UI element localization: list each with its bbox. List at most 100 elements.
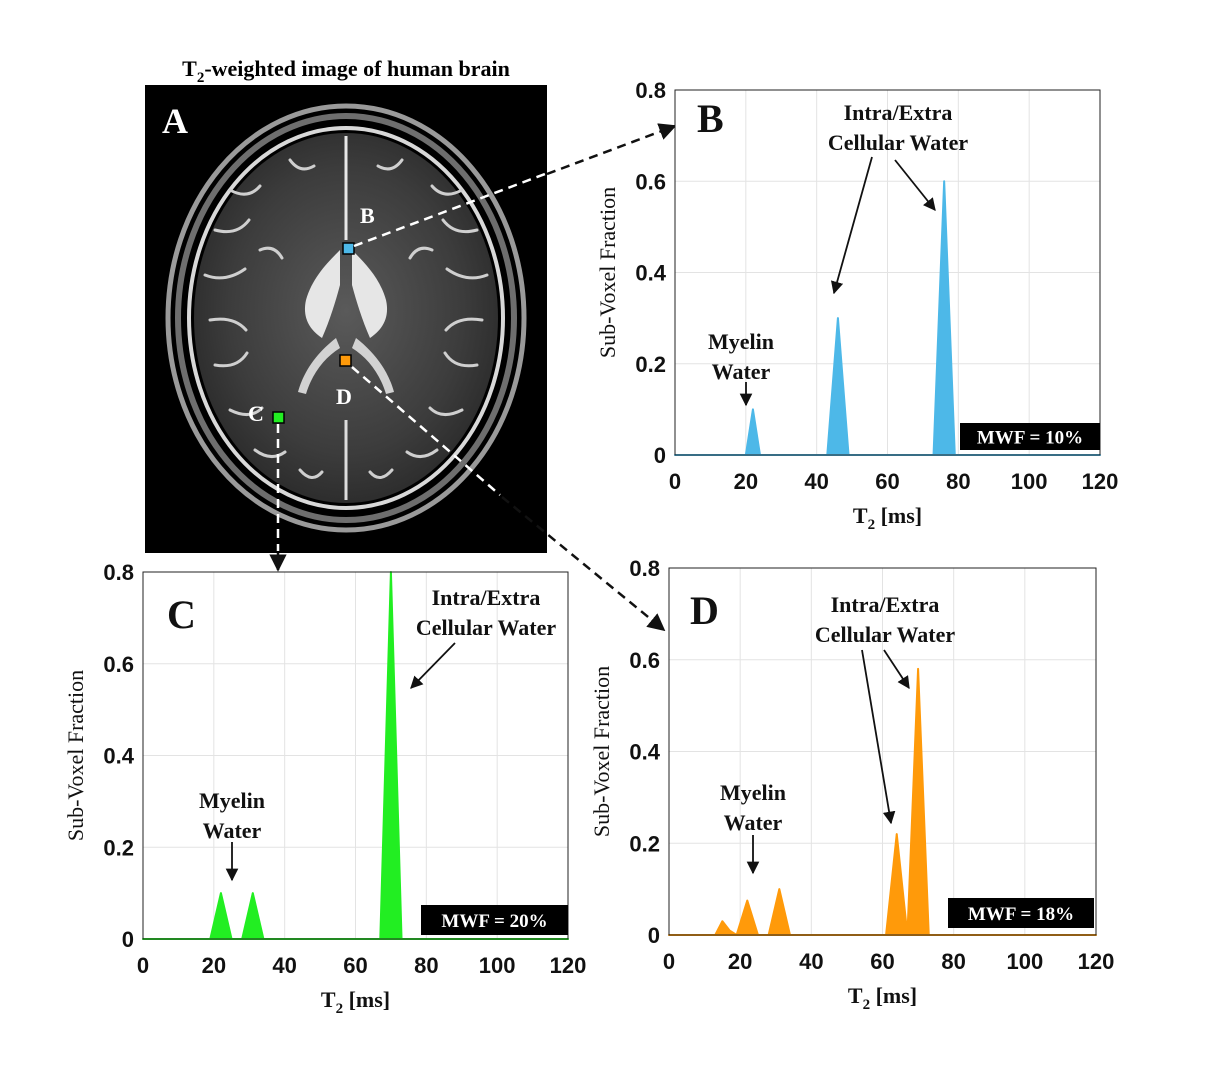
y-tick-label: 0 xyxy=(654,443,666,468)
panel-a: T2-weighted image of human brain xyxy=(145,56,547,553)
data-point xyxy=(917,668,919,670)
x-axis-label-unit: [ms] xyxy=(343,987,390,1012)
x-tick-label: 80 xyxy=(414,953,438,978)
x-tick-label: 120 xyxy=(550,953,587,978)
x-tick-label: 0 xyxy=(137,953,149,978)
x-axis-label: T2 [ms] xyxy=(853,503,922,533)
data-point xyxy=(220,892,222,894)
brain-tissue xyxy=(194,133,498,503)
myelin-water-annotation: Myelin xyxy=(720,780,786,805)
roi-c-label: C xyxy=(248,401,264,426)
skull-ring xyxy=(175,113,517,523)
x-tick-label: 20 xyxy=(202,953,226,978)
x-tick-label: 40 xyxy=(804,469,828,494)
data-point xyxy=(778,888,781,890)
y-tick-label: 0 xyxy=(122,927,134,952)
data-point xyxy=(837,317,839,319)
intra-extra-arrow xyxy=(830,156,873,295)
x-tick-label: 0 xyxy=(663,949,675,974)
x-tick-label: 60 xyxy=(875,469,899,494)
y-tick-label: 0.6 xyxy=(103,652,134,677)
myelin-water-annotation: Water xyxy=(712,359,771,384)
y-tick-label: 0.2 xyxy=(635,352,666,377)
right-ventricle-horn xyxy=(352,338,394,394)
chart-panel-b: 0 20 40 60 80 100 120 0 0.2 0.4 0.6 0.8 T2 [ms] Sub-V… xyxy=(595,78,1118,533)
x-tick-label: 20 xyxy=(734,469,758,494)
left-lateral-ventricle xyxy=(304,250,340,338)
chart-panel-d: 0 20 40 60 80 100 120 0 0.2 0.4 0.6 0.8 T2 [ms] Sub-V… xyxy=(589,556,1114,1013)
x-axis-label-main: T xyxy=(848,983,863,1008)
y-tick-label: 0.8 xyxy=(629,556,660,581)
connector-b-white xyxy=(353,172,546,248)
intra-extra-annotation: Cellular Water xyxy=(815,622,956,647)
y-tick-label: 0.2 xyxy=(103,835,134,860)
data-point xyxy=(721,920,724,923)
connector-d-white xyxy=(351,366,501,496)
x-axis-label-unit: [ms] xyxy=(870,983,917,1008)
x-axis-label-subscript: 2 xyxy=(336,1001,344,1017)
x-tick-label: 60 xyxy=(343,953,367,978)
connector-b-black xyxy=(546,123,677,176)
connectors xyxy=(269,123,677,632)
mwf-label: MWF = 20% xyxy=(441,911,547,932)
data-point xyxy=(746,899,749,902)
intra-extra-annotation: Cellular Water xyxy=(828,130,969,155)
panel-letter: B xyxy=(697,96,724,141)
intra-extra-arrow xyxy=(410,642,456,689)
intra-extra-annotation: Intra/Extra xyxy=(844,100,953,125)
x-tick-label: 100 xyxy=(1011,469,1048,494)
intra-extra-arrow xyxy=(883,649,910,690)
panel-letter: D xyxy=(690,588,719,633)
x-axis-label: T2 [ms] xyxy=(321,987,390,1017)
x-tick-label: 60 xyxy=(870,949,894,974)
x-axis-label-subscript: 2 xyxy=(868,517,876,533)
x-axis-label-main: T xyxy=(321,987,336,1012)
y-tick-label: 0.6 xyxy=(635,169,666,194)
csf-ring xyxy=(187,126,505,510)
myelin-water-annotation: Water xyxy=(724,810,783,835)
axes-box xyxy=(668,567,1097,936)
y-axis-label: Sub-Voxel Fraction xyxy=(595,187,620,358)
y-tick-label: 0.4 xyxy=(629,740,660,765)
intra-extra-annotation: Intra/Extra xyxy=(432,585,541,610)
myelin-water-annotation: Myelin xyxy=(708,329,774,354)
data-point xyxy=(728,929,731,932)
x-tick-label: 0 xyxy=(669,469,681,494)
right-lateral-ventricle xyxy=(352,250,388,338)
y-axis-label: Sub-Voxel Fraction xyxy=(589,666,614,837)
connector-d-black xyxy=(501,496,666,632)
x-axis-label-unit: [ms] xyxy=(875,503,922,528)
x-tick-label: 20 xyxy=(728,949,752,974)
panel-letter: C xyxy=(167,592,196,637)
scalp-ring xyxy=(165,103,527,533)
intra-extra-annotation: Cellular Water xyxy=(416,615,557,640)
panel-a-letter: A xyxy=(162,101,188,141)
y-tick-label: 0.4 xyxy=(635,261,666,286)
intra-extra-annotation: Intra/Extra xyxy=(831,592,940,617)
y-axis-label: Sub-Voxel Fraction xyxy=(63,670,88,841)
sulci xyxy=(203,158,489,479)
x-tick-label: 40 xyxy=(272,953,296,978)
left-ventricle-horn xyxy=(298,338,340,394)
myelin-water-annotation: Water xyxy=(203,818,262,843)
y-tick-label: 0.8 xyxy=(103,560,134,585)
x-tick-label: 80 xyxy=(946,469,970,494)
roi-c-marker xyxy=(272,411,285,424)
x-axis-label-main: T xyxy=(853,503,868,528)
y-tick-label: 0.6 xyxy=(629,648,660,673)
x-tick-label: 80 xyxy=(941,949,965,974)
data-point xyxy=(943,180,945,183)
x-tick-label: 100 xyxy=(479,953,516,978)
mwf-label: MWF = 10% xyxy=(977,428,1083,449)
y-tick-label: 0.4 xyxy=(103,744,134,769)
intra-extra-arrow xyxy=(861,649,896,825)
roi-d-label: D xyxy=(336,384,352,409)
data-point xyxy=(895,833,898,835)
roi-b-label: B xyxy=(360,203,375,228)
y-tick-label: 0 xyxy=(648,923,660,948)
intra-extra-arrow xyxy=(894,159,936,211)
panel-a-title: T2-weighted image of human brain xyxy=(182,56,510,86)
y-tick-label: 0.8 xyxy=(635,78,666,103)
x-tick-label: 120 xyxy=(1078,949,1115,974)
